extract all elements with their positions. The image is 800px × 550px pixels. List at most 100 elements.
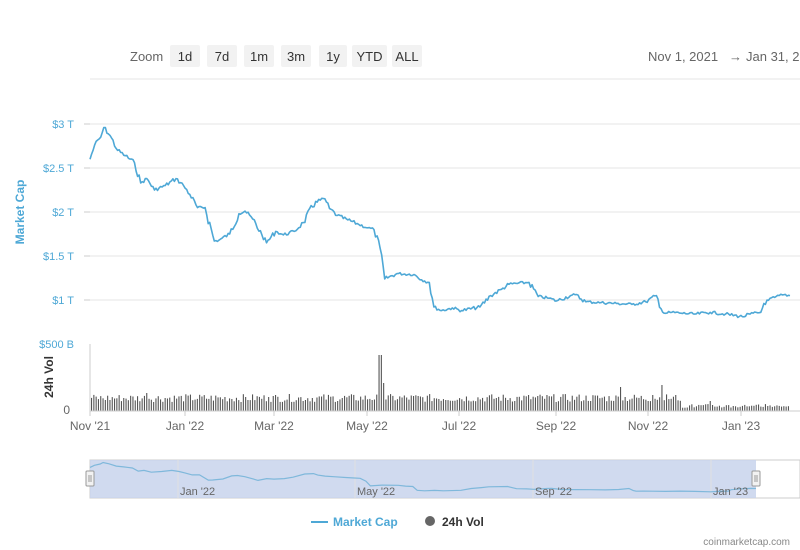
navigator-labels: Jan '22 May '22 Sep '22 Jan '23	[180, 486, 748, 498]
volume-bar	[415, 395, 417, 411]
volume-bar	[730, 407, 732, 411]
market-cap-yaxis: $500 B $1 T $1.5 T $2 T $2.5 T $3 T	[39, 119, 74, 351]
volume-bar	[263, 395, 265, 411]
volume-bar	[376, 394, 378, 411]
left-range-handle[interactable]	[85, 470, 95, 487]
volume-bar	[587, 400, 589, 411]
zoom-button-1m[interactable]: 1m	[244, 45, 274, 67]
volume-bar	[495, 398, 497, 411]
market-cap-ytick: $2 T	[52, 207, 74, 219]
volume-bar	[751, 405, 753, 411]
volume-bar	[212, 400, 214, 411]
zoom-button-7d[interactable]: 7d	[207, 45, 237, 67]
volume-bar	[488, 395, 490, 411]
volume-bar	[716, 406, 718, 411]
volume-bar	[728, 405, 730, 411]
volume-bar	[302, 401, 304, 411]
volume-bar	[304, 400, 306, 411]
right-handle-grip[interactable]	[751, 470, 761, 487]
volume-bar	[314, 401, 316, 411]
volume-bar	[114, 398, 116, 411]
volume-bar	[330, 396, 332, 411]
volume-bar	[406, 397, 408, 411]
range-from[interactable]: Nov 1, 2021	[648, 49, 718, 64]
zoom-button-bg	[352, 45, 387, 67]
zoom-button-1d[interactable]: 1d	[170, 45, 200, 67]
volume-bar	[293, 401, 295, 411]
zoom-button-3m[interactable]: 3m	[281, 45, 311, 67]
legend-vol-swatch	[425, 516, 435, 526]
x-axis-label: Nov '21	[70, 419, 111, 433]
volume-bar	[139, 401, 141, 411]
left-handle-grip[interactable]	[85, 470, 95, 487]
zoom-button-bg	[244, 45, 274, 67]
volume-bar	[447, 400, 449, 411]
volume-bar	[160, 399, 162, 411]
zoom-button-all[interactable]: ALL	[392, 45, 422, 67]
zoom-button-1y[interactable]: 1y	[319, 45, 347, 67]
volume-bar	[599, 398, 601, 411]
volume-bar	[137, 396, 139, 411]
volume-bar	[725, 405, 727, 411]
zoom-button-bg	[319, 45, 347, 67]
volume-bars[interactable]	[91, 355, 789, 411]
range-to[interactable]: Jan 31, 2	[746, 49, 800, 64]
volume-bar	[242, 394, 244, 411]
volume-bar	[670, 398, 672, 411]
x-axis-label: Jan '23	[722, 419, 761, 433]
volume-bar	[247, 400, 249, 411]
volume-bar	[507, 400, 509, 411]
volume-bar	[631, 398, 633, 411]
volume-bar	[433, 398, 435, 411]
volume-bar	[647, 401, 649, 411]
volume-bar	[525, 396, 527, 411]
volume-bar	[413, 396, 415, 411]
volume-bar	[659, 397, 661, 411]
volume-bar	[277, 396, 279, 411]
volume-bar	[594, 395, 596, 411]
volume-bar	[516, 396, 518, 411]
volume-bar	[762, 406, 764, 411]
volume-bar	[636, 397, 638, 411]
volume-bar	[592, 395, 594, 411]
volume-bar	[652, 395, 654, 411]
volume-bar	[695, 406, 697, 411]
volume-bar	[367, 399, 369, 411]
legend-item-24h-vol[interactable]: 24h Vol	[425, 515, 484, 529]
volume-bar	[256, 396, 258, 411]
zoom-button-ytd[interactable]: YTD	[352, 45, 387, 67]
zoom-button-label: 3m	[287, 49, 305, 64]
legend-item-market-cap[interactable]: Market Cap	[311, 515, 398, 529]
legend-market-cap-label: Market Cap	[333, 515, 398, 529]
credit-link[interactable]: coinmarketcap.com	[703, 537, 790, 548]
volume-bar	[162, 401, 164, 411]
market-cap-line[interactable]	[89, 126, 791, 319]
volume-bar	[91, 397, 93, 411]
volume-bar	[744, 404, 746, 411]
volume-bar	[364, 395, 366, 411]
volume-bar	[518, 396, 520, 411]
right-range-handle[interactable]	[751, 470, 761, 487]
volume-bar	[475, 401, 477, 411]
volume-bar	[224, 397, 226, 411]
x-axis-label: Nov '22	[628, 419, 669, 433]
navigator[interactable]: Jan '22 May '22 Sep '22 Jan '23	[85, 459, 800, 499]
volume-bar	[178, 396, 180, 411]
volume-bar	[553, 394, 555, 411]
zoom-button-bg	[281, 45, 311, 67]
volume-bar	[693, 407, 695, 411]
volume-bar	[130, 395, 132, 411]
volume-bar	[590, 401, 592, 411]
volume-bar	[686, 407, 688, 411]
volume-bar	[472, 400, 474, 411]
volume-bar	[737, 407, 739, 411]
volume-bar	[449, 400, 451, 411]
volume-bar	[445, 400, 447, 411]
volume-bar	[493, 398, 495, 411]
volume-bar	[470, 401, 472, 411]
volume-bar	[286, 399, 288, 411]
volume-bar	[346, 397, 348, 411]
volume-bar	[410, 395, 412, 411]
market-cap-ytick: $2.5 T	[43, 163, 74, 175]
